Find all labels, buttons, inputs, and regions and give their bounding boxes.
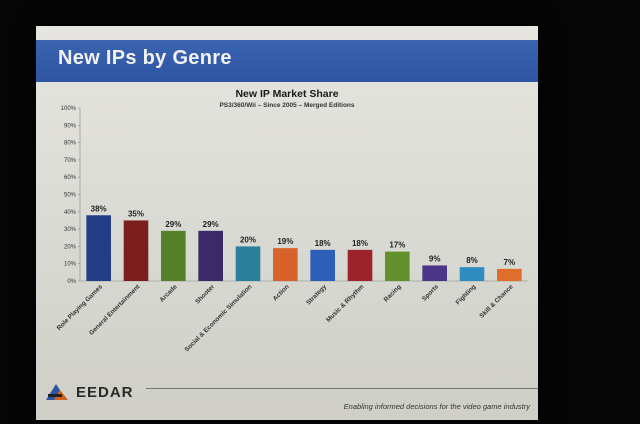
y-tick-label: 20% xyxy=(64,244,77,250)
y-tick-label: 70% xyxy=(64,158,77,164)
x-category-label: Action xyxy=(272,283,291,302)
chart-title: New IP Market Share xyxy=(235,88,339,100)
x-category-label: Skill & Chance xyxy=(478,283,515,320)
y-tick-label: 50% xyxy=(64,193,77,199)
x-category-label: Social & Economic Simulation xyxy=(183,283,253,353)
bar xyxy=(86,215,111,281)
bar xyxy=(161,230,186,281)
y-tick-label: 90% xyxy=(64,123,77,129)
bar-value-label: 17% xyxy=(389,241,405,250)
y-tick-label: 40% xyxy=(64,210,77,216)
footer-divider xyxy=(146,388,538,389)
slide-title: New IPs by Genre xyxy=(58,47,232,69)
bar xyxy=(422,265,447,281)
bar-value-label: 29% xyxy=(165,220,181,229)
chart-subtitle: PS3/360/Wii – Since 2005 – Merged Editio… xyxy=(219,102,355,109)
slide-tagline: Enabling informed decisions for the vide… xyxy=(343,402,530,411)
bar xyxy=(385,251,410,281)
x-category-label: Fighting xyxy=(455,283,478,306)
y-tick-label: 0% xyxy=(67,279,76,285)
brand-logo: EEDAR xyxy=(44,378,134,406)
bar xyxy=(123,220,149,281)
bar-value-label: 38% xyxy=(91,204,107,213)
y-tick-label: 30% xyxy=(64,227,77,233)
y-tick-label: 60% xyxy=(64,175,77,181)
bar-value-label: 18% xyxy=(352,239,368,248)
x-category-label: Arcade xyxy=(158,283,179,304)
x-category-label: Racing xyxy=(383,283,403,303)
bar xyxy=(198,230,223,281)
bar-value-label: 7% xyxy=(504,258,516,267)
bar-value-label: 29% xyxy=(203,220,219,229)
bar xyxy=(497,268,522,281)
bar-value-label: 8% xyxy=(466,256,478,265)
bar-value-label: 18% xyxy=(315,239,331,248)
bar xyxy=(347,249,373,281)
x-category-label: Strategy xyxy=(305,283,328,306)
eedar-logo-icon xyxy=(46,384,68,400)
slide-header-bar: New IPs by Genre xyxy=(36,40,538,82)
y-tick-label: 100% xyxy=(61,106,77,112)
x-category-label: Shooter xyxy=(194,283,216,305)
x-category-label: Sports xyxy=(421,283,441,303)
brand-name: EEDAR xyxy=(76,383,134,401)
bar-value-label: 9% xyxy=(429,254,441,263)
bar xyxy=(235,246,261,281)
y-tick-label: 80% xyxy=(64,141,77,147)
bar-value-label: 35% xyxy=(128,209,144,218)
x-category-label: Music & Rhythm xyxy=(325,283,366,324)
bar-chart: 0%10%20%30%40%50%60%70%80%90%100%38%Role… xyxy=(56,106,528,353)
bar-value-label: 19% xyxy=(277,237,293,246)
bar-value-label: 20% xyxy=(240,235,256,244)
bar xyxy=(310,249,335,281)
y-tick-label: 10% xyxy=(64,262,77,268)
bar xyxy=(273,248,298,281)
bar xyxy=(459,267,485,281)
presentation-slide: New IPs by Genre New IP Market Share PS3… xyxy=(36,26,538,420)
